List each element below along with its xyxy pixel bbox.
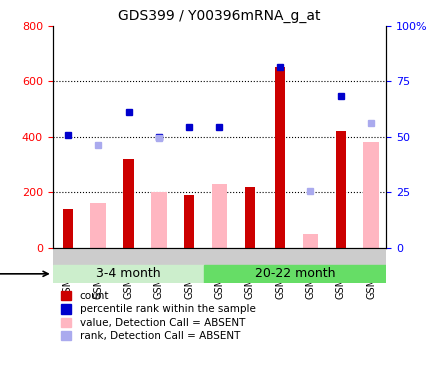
- Text: age: age: [0, 267, 48, 280]
- Bar: [83, 248, 113, 283]
- Bar: [295, 248, 325, 283]
- Bar: [113, 248, 143, 283]
- Bar: [173, 248, 204, 283]
- Text: 20-22 month: 20-22 month: [254, 267, 335, 280]
- Bar: [355, 248, 385, 283]
- Bar: [184, 195, 194, 248]
- Bar: [53, 248, 83, 283]
- Bar: [274, 67, 285, 248]
- Bar: [204, 248, 234, 283]
- Bar: [62, 209, 73, 248]
- Legend: count, percentile rank within the sample, value, Detection Call = ABSENT, rank, : count, percentile rank within the sample…: [58, 288, 258, 344]
- Bar: [325, 248, 355, 283]
- Bar: [302, 234, 318, 248]
- Bar: [143, 248, 173, 283]
- Text: 3-4 month: 3-4 month: [96, 267, 160, 280]
- Bar: [362, 142, 378, 248]
- Title: GDS399 / Y00396mRNA_g_at: GDS399 / Y00396mRNA_g_at: [118, 9, 320, 23]
- Bar: [204, 265, 385, 283]
- Bar: [53, 265, 204, 283]
- Bar: [335, 131, 345, 248]
- Bar: [244, 187, 254, 248]
- Bar: [123, 159, 134, 248]
- Bar: [90, 203, 106, 248]
- Bar: [211, 184, 227, 248]
- Bar: [151, 192, 166, 248]
- Bar: [265, 248, 295, 283]
- Bar: [234, 248, 265, 283]
